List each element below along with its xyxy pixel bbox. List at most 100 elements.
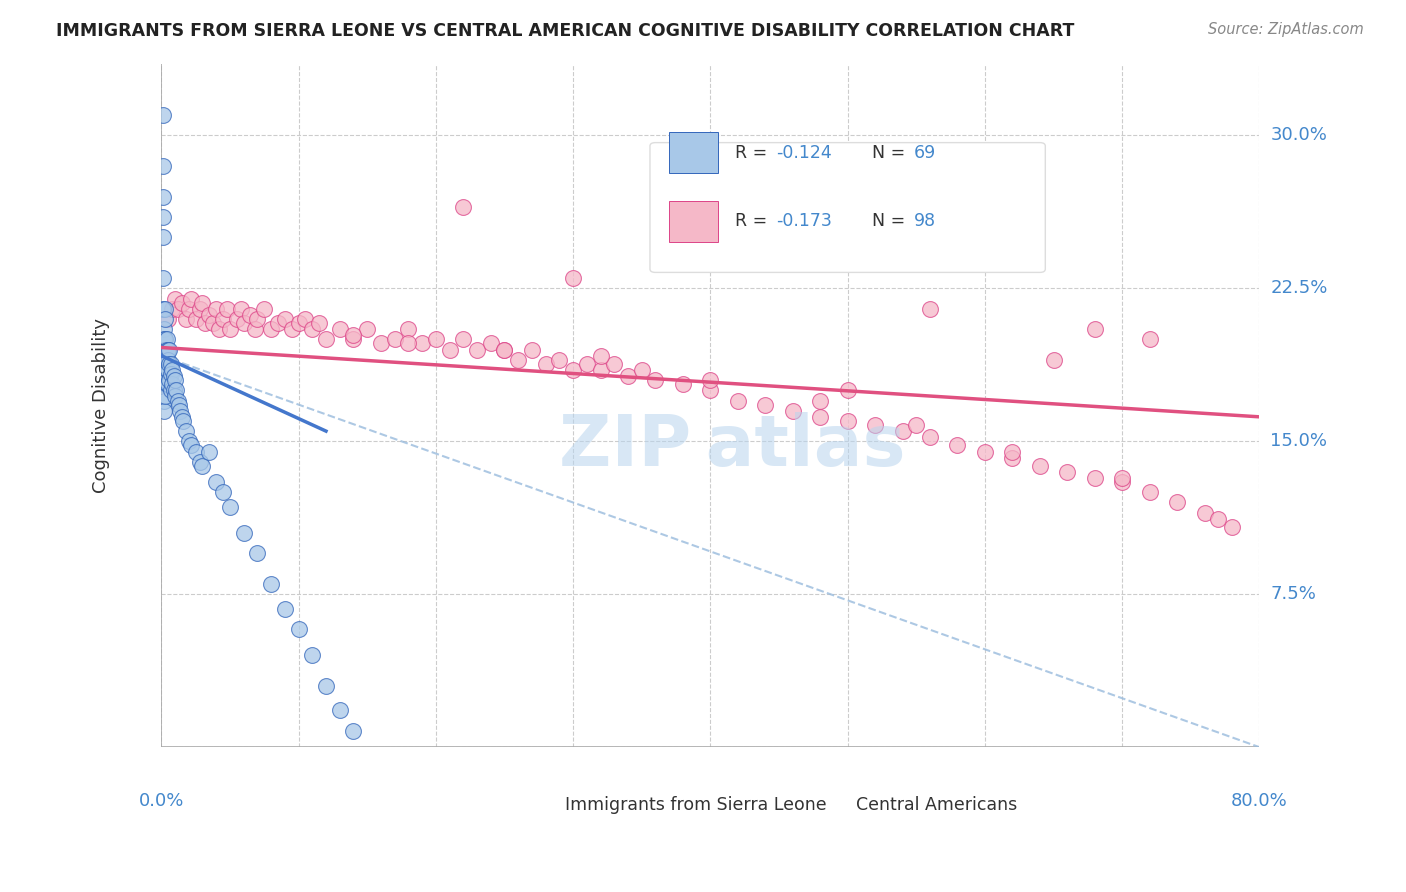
Point bbox=[1029, 458, 1052, 473]
Text: 15.0%: 15.0% bbox=[1271, 433, 1327, 450]
Bar bbox=[814, 790, 845, 821]
Point bbox=[1139, 485, 1161, 500]
Point bbox=[384, 332, 406, 346]
Point bbox=[329, 703, 352, 717]
Point bbox=[191, 295, 214, 310]
Point bbox=[155, 332, 177, 346]
Point bbox=[166, 393, 188, 408]
Point bbox=[153, 332, 176, 346]
Point bbox=[246, 312, 269, 326]
Point bbox=[162, 369, 184, 384]
Point bbox=[156, 332, 179, 346]
Point bbox=[155, 373, 177, 387]
Point bbox=[205, 475, 228, 489]
Point bbox=[246, 546, 269, 560]
Point bbox=[274, 312, 297, 326]
Point bbox=[617, 369, 640, 384]
Point bbox=[974, 444, 997, 458]
Text: 98: 98 bbox=[914, 212, 935, 230]
Point bbox=[243, 322, 266, 336]
Point bbox=[1206, 512, 1229, 526]
Point bbox=[153, 360, 176, 375]
Point bbox=[157, 312, 180, 326]
Point bbox=[808, 393, 831, 408]
Point bbox=[520, 343, 543, 357]
Point bbox=[534, 357, 557, 371]
Point bbox=[191, 458, 214, 473]
Point bbox=[782, 403, 804, 417]
Point bbox=[159, 357, 181, 371]
Point bbox=[356, 322, 378, 336]
Point bbox=[163, 292, 186, 306]
Point bbox=[260, 322, 283, 336]
Point bbox=[225, 312, 247, 326]
Point bbox=[342, 723, 364, 738]
Point bbox=[152, 271, 174, 285]
Bar bbox=[669, 132, 718, 173]
Point bbox=[863, 417, 886, 432]
Point bbox=[180, 438, 202, 452]
Point bbox=[159, 373, 181, 387]
Point bbox=[329, 322, 352, 336]
Point bbox=[575, 357, 598, 371]
Text: IMMIGRANTS FROM SIERRA LEONE VS CENTRAL AMERICAN COGNITIVE DISABILITY CORRELATIO: IMMIGRANTS FROM SIERRA LEONE VS CENTRAL … bbox=[56, 22, 1074, 40]
Point bbox=[260, 577, 283, 591]
Point bbox=[153, 343, 176, 357]
Point bbox=[166, 301, 188, 316]
Point bbox=[396, 336, 419, 351]
Point bbox=[184, 444, 207, 458]
Point bbox=[177, 434, 200, 449]
Point bbox=[152, 108, 174, 122]
Text: R =: R = bbox=[734, 212, 772, 230]
Point bbox=[425, 332, 447, 346]
Point bbox=[411, 336, 433, 351]
Point bbox=[837, 384, 859, 398]
Point bbox=[155, 312, 177, 326]
Point bbox=[188, 455, 211, 469]
Point bbox=[174, 312, 197, 326]
Point bbox=[562, 271, 585, 285]
Point bbox=[508, 352, 530, 367]
Point bbox=[157, 352, 180, 367]
Point bbox=[212, 485, 235, 500]
Point bbox=[630, 363, 652, 377]
Point bbox=[205, 301, 228, 316]
Point bbox=[1166, 495, 1188, 509]
Point bbox=[239, 308, 262, 322]
Point bbox=[155, 343, 177, 357]
Point bbox=[167, 398, 190, 412]
Point bbox=[294, 312, 316, 326]
Point bbox=[219, 322, 242, 336]
Point bbox=[155, 301, 177, 316]
Text: 0.0%: 0.0% bbox=[139, 792, 184, 810]
Point bbox=[808, 409, 831, 424]
Point bbox=[153, 322, 176, 336]
Text: Source: ZipAtlas.com: Source: ZipAtlas.com bbox=[1208, 22, 1364, 37]
Point bbox=[370, 336, 392, 351]
FancyBboxPatch shape bbox=[650, 143, 1045, 272]
Point bbox=[479, 336, 502, 351]
Point bbox=[267, 316, 290, 330]
Point bbox=[152, 230, 174, 244]
Point bbox=[280, 322, 302, 336]
Point bbox=[198, 308, 221, 322]
Point bbox=[918, 430, 941, 444]
Point bbox=[946, 438, 969, 452]
Point bbox=[699, 373, 721, 387]
Point bbox=[465, 343, 488, 357]
Point bbox=[396, 322, 419, 336]
Point bbox=[699, 384, 721, 398]
Point bbox=[152, 159, 174, 173]
Point bbox=[157, 343, 180, 357]
Point bbox=[1220, 520, 1243, 534]
Point bbox=[165, 384, 187, 398]
Point bbox=[180, 292, 202, 306]
Point bbox=[287, 316, 309, 330]
Point bbox=[217, 301, 239, 316]
Point bbox=[451, 200, 474, 214]
Point bbox=[163, 389, 186, 403]
Text: 7.5%: 7.5% bbox=[1271, 585, 1316, 603]
Point bbox=[253, 301, 276, 316]
Point bbox=[198, 444, 221, 458]
Point bbox=[918, 301, 941, 316]
